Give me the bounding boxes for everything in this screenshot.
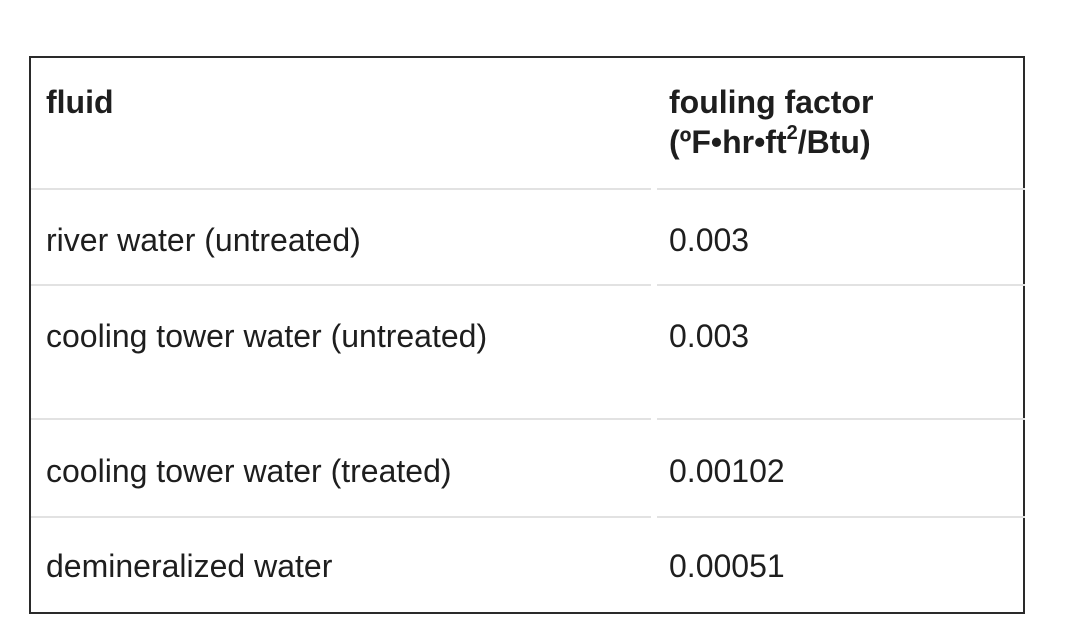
row-divider <box>31 418 651 420</box>
header-cell-factor: fouling factor (ºF•hr•ft2/Btu) <box>655 58 1025 189</box>
factor-cell: 0.00051 <box>655 518 1025 612</box>
row-divider <box>31 284 651 286</box>
factor-cell: 0.003 <box>655 190 1025 285</box>
fluid-name: cooling tower water (treated) <box>46 453 452 489</box>
fluid-name: cooling tower water (untreated) <box>46 318 488 354</box>
fluid-cell: demineralized water <box>31 518 651 612</box>
fouling-factor-value: 0.003 <box>669 222 750 258</box>
row-divider <box>31 516 651 518</box>
header-fluid-label: fluid <box>46 84 114 120</box>
row-divider <box>31 188 651 190</box>
table-row: cooling tower water (treated) 0.00102 <box>31 420 1023 517</box>
fluid-cell: cooling tower water (untreated) <box>31 286 651 419</box>
fouling-factor-value: 0.003 <box>669 318 750 354</box>
fouling-factor-value: 0.00051 <box>669 548 785 584</box>
row-divider <box>657 516 1025 518</box>
fluid-name: river water (untreated) <box>46 222 361 258</box>
table-row: cooling tower water (untreated) 0.003 <box>31 286 1023 419</box>
fluid-name: demineralized water <box>46 548 333 584</box>
factor-cell: 0.003 <box>655 286 1025 419</box>
row-divider <box>657 284 1025 286</box>
header-factor-line1: fouling factor <box>669 84 874 120</box>
fouling-factor-table: fluid fouling factor (ºF•hr•ft2/Btu) riv… <box>29 56 1025 614</box>
table-header-row: fluid fouling factor (ºF•hr•ft2/Btu) <box>31 58 1023 189</box>
fouling-factor-value: 0.00102 <box>669 453 785 489</box>
row-divider <box>657 188 1025 190</box>
fluid-cell: river water (untreated) <box>31 190 651 285</box>
table-row: demineralized water 0.00051 <box>31 518 1023 612</box>
factor-cell: 0.00102 <box>655 420 1025 517</box>
row-divider <box>657 418 1025 420</box>
header-factor-units-suffix: /Btu) <box>797 124 871 160</box>
fluid-cell: cooling tower water (treated) <box>31 420 651 517</box>
header-factor-units: (ºF•hr•ft2/Btu) <box>669 122 873 162</box>
header-cell-fluid: fluid <box>31 58 651 189</box>
table-row: river water (untreated) 0.003 <box>31 190 1023 285</box>
header-factor-label: fouling factor (ºF•hr•ft2/Btu) <box>669 82 873 162</box>
header-factor-units-exponent: 2 <box>786 122 798 144</box>
header-factor-units-prefix: (ºF•hr•ft <box>669 124 787 160</box>
